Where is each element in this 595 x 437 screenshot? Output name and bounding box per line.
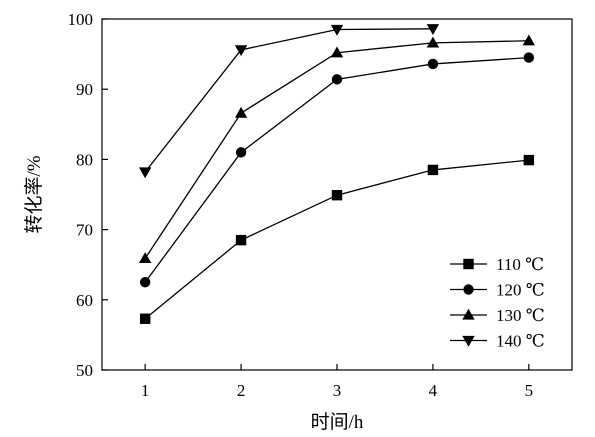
- series-line: [144, 28, 433, 173]
- y-tick-label: 60: [76, 291, 93, 310]
- data-point: [426, 24, 440, 36]
- data-point: [523, 154, 535, 166]
- data-point: [330, 46, 344, 58]
- series-1: [139, 154, 535, 324]
- data-point: [235, 234, 247, 246]
- y-tick-label: 50: [76, 361, 93, 380]
- axes: 50 60 70 80 90 100 1 2 3 4 5: [68, 10, 573, 400]
- legend-label: 120 ℃: [496, 281, 545, 300]
- series-2: [139, 52, 535, 288]
- legend-marker: [462, 308, 475, 320]
- data-point: [234, 106, 248, 118]
- series-3: [138, 34, 536, 264]
- legend-marker: [463, 258, 474, 270]
- y-tick-label: 80: [76, 150, 93, 169]
- legend-label: 130 ℃: [496, 306, 545, 325]
- data-point: [427, 58, 439, 70]
- legend-entry: 120 ℃: [450, 281, 545, 300]
- legend-entry: 140 ℃: [450, 332, 545, 351]
- data-point: [139, 313, 151, 324]
- legend-marker: [463, 284, 474, 295]
- data-point: [331, 74, 343, 85]
- x-tick-label: 3: [333, 381, 342, 400]
- legend: 110 ℃ 120 ℃ 130 ℃ 140 ℃: [450, 255, 545, 351]
- data-point: [234, 45, 248, 57]
- legend-entry: 110 ℃: [450, 255, 544, 274]
- data-point: [426, 36, 440, 48]
- y-tick-label: 100: [68, 10, 94, 29]
- legend-label: 140 ℃: [496, 332, 545, 351]
- series-line: [144, 56, 529, 283]
- y-tick-label: 70: [76, 221, 93, 240]
- x-tick-label: 2: [237, 381, 246, 400]
- data-point: [235, 147, 247, 158]
- y-axis-title: 转化率/%: [23, 155, 45, 233]
- data-point: [138, 167, 152, 179]
- data-point: [139, 277, 151, 288]
- series-4: [138, 24, 440, 179]
- data-point: [427, 164, 439, 176]
- x-axis-title: 时间/h: [311, 411, 364, 433]
- series-line: [144, 40, 529, 259]
- series-line: [144, 159, 529, 320]
- legend-entry: 130 ℃: [450, 306, 545, 325]
- x-tick-label: 1: [141, 381, 150, 400]
- data-point: [330, 24, 344, 36]
- series-group: [138, 24, 536, 324]
- x-tick-label: 4: [429, 381, 438, 400]
- data-point: [523, 52, 535, 63]
- y-tick-label: 90: [76, 80, 93, 99]
- legend-marker: [462, 335, 475, 347]
- data-point: [331, 190, 343, 201]
- data-point: [522, 34, 536, 46]
- legend-label: 110 ℃: [496, 255, 544, 274]
- data-point: [138, 252, 152, 264]
- x-tick-label: 5: [525, 381, 534, 400]
